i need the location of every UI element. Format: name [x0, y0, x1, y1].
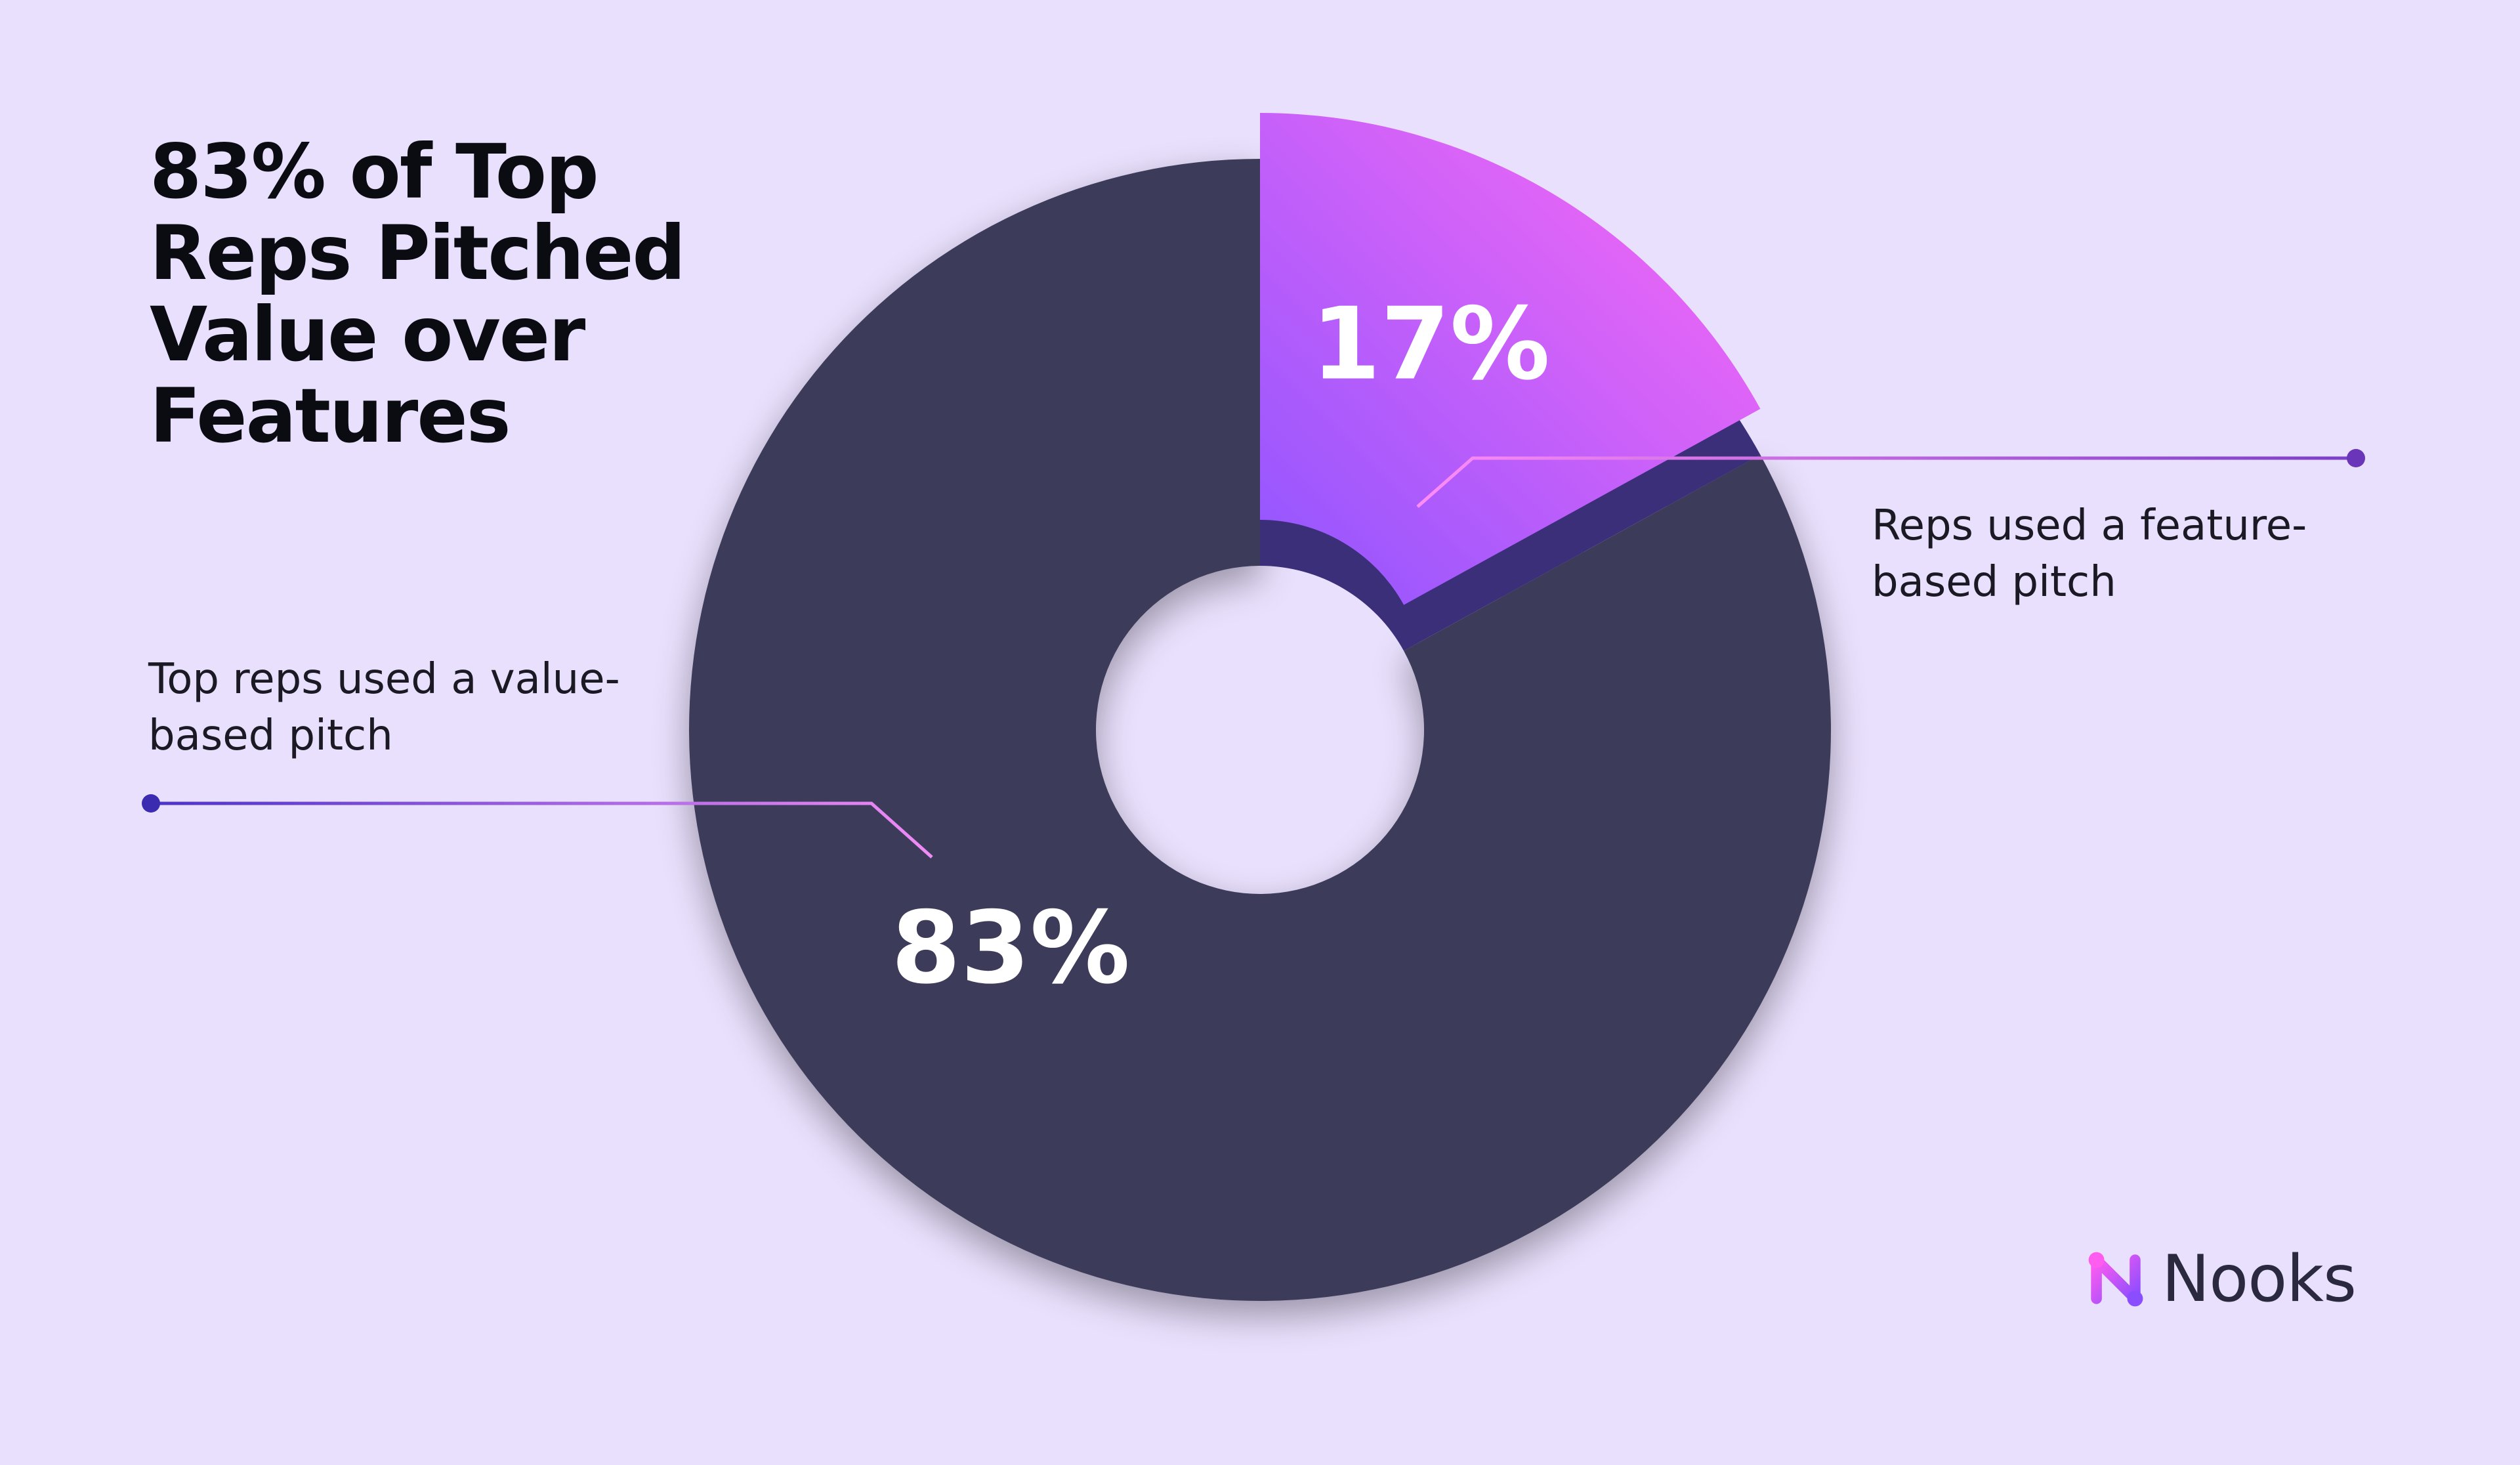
chart-title: 83% of Top Reps Pitched Value over Featu…	[150, 128, 686, 459]
value-label-value-based: 83%	[891, 890, 1130, 1006]
leader-dot-value-based	[142, 794, 160, 813]
leader-lines	[142, 449, 2365, 859]
value-labels: 83% 17%	[891, 286, 1550, 1006]
brand-logo: Nooks	[2086, 1242, 2357, 1317]
annotation-feature-based: Reps used a feature-based pitch	[1872, 501, 2307, 606]
brand-name: Nooks	[2162, 1242, 2357, 1317]
slice-feature-based	[1260, 113, 1761, 605]
leader-line-feature-based	[1416, 456, 2356, 508]
nooks-logo-icon	[2088, 1252, 2143, 1307]
annotation-value-based: Top reps used a value-based pitch	[148, 655, 620, 760]
slice-value-based	[688, 159, 1831, 1301]
value-label-feature-based: 17%	[1311, 286, 1550, 402]
leader-dot-feature-based	[2347, 449, 2365, 467]
donut-slices	[688, 113, 1831, 1301]
leader-line-value-based	[151, 801, 933, 859]
